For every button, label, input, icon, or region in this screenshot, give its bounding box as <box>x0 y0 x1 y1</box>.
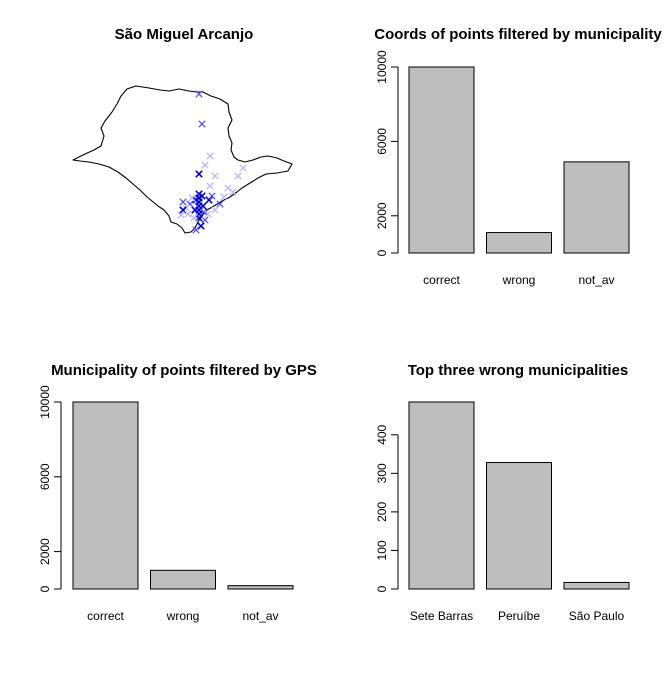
map-point <box>216 200 224 208</box>
bar <box>408 66 475 254</box>
map-panel: São Miguel Arcanjo <box>72 26 293 234</box>
map-point <box>195 170 203 178</box>
map-point <box>234 172 242 180</box>
y-tick-label: 2000 <box>38 538 52 565</box>
x-category-label: correct <box>87 609 124 623</box>
bar <box>563 581 630 590</box>
x-category-label: São Paulo <box>569 609 625 623</box>
map-point <box>195 90 203 98</box>
map-point <box>201 161 209 169</box>
map-point <box>201 216 209 224</box>
map-point <box>179 206 187 214</box>
map-point <box>220 193 228 201</box>
x-category-label: Peruíbe <box>498 609 540 623</box>
y-tick-label: 10000 <box>38 385 52 419</box>
map-point <box>200 208 208 216</box>
chart-title: Municipality of points filtered by GPS <box>51 362 317 379</box>
map-point <box>179 198 187 206</box>
y-tick-label: 10000 <box>375 50 389 84</box>
bar <box>408 401 475 590</box>
y-tick-label: 200 <box>375 502 389 522</box>
map-point <box>205 196 213 204</box>
map-point <box>206 182 214 190</box>
chart-title: Coords of points filtered by municipalit… <box>374 26 662 43</box>
bar-chart-panel: Top three wrong municipalities 0 100 200 300… <box>375 362 630 623</box>
x-category-label: wrong <box>502 273 536 287</box>
map-point <box>204 210 212 218</box>
state-outline <box>72 85 293 234</box>
y-tick-label: 2000 <box>375 202 389 229</box>
y-tick-label: 0 <box>38 585 52 592</box>
map-point <box>224 184 232 192</box>
bar <box>150 569 216 590</box>
bar-chart-panel: Coords of points filtered by municipalit… <box>374 26 662 287</box>
y-tick-label: 100 <box>375 540 389 560</box>
map-point <box>191 206 199 214</box>
y-tick-label: 0 <box>375 585 389 592</box>
map-point <box>199 202 207 210</box>
bar <box>72 401 139 590</box>
map-point <box>239 164 247 172</box>
x-category-label: not_av <box>578 273 614 287</box>
y-tick-label: 300 <box>375 463 389 483</box>
map-point <box>192 226 200 234</box>
map-point <box>198 120 206 128</box>
map-point <box>229 188 237 196</box>
bar <box>563 161 630 254</box>
chart-title: Top three wrong municipalities <box>408 362 629 379</box>
map-points <box>177 90 247 234</box>
map-point <box>206 152 214 160</box>
map-point <box>177 211 185 219</box>
y-tick-label: 6000 <box>375 128 389 155</box>
x-category-label: correct <box>423 273 460 287</box>
map-point <box>192 196 200 204</box>
map-point <box>211 172 219 180</box>
map-point <box>190 214 198 222</box>
y-tick-label: 400 <box>375 424 389 444</box>
map-point <box>184 210 192 218</box>
x-category-label: not_av <box>242 609 278 623</box>
map-point <box>188 194 196 202</box>
map-point <box>197 222 205 230</box>
bar <box>486 462 552 590</box>
map-title: São Miguel Arcanjo <box>115 26 254 43</box>
y-tick-label: 6000 <box>38 463 52 490</box>
y-tick-label: 0 <box>375 249 389 256</box>
map-point <box>208 192 216 200</box>
x-category-label: Sete Barras <box>410 609 473 623</box>
map-point <box>198 192 206 200</box>
bar <box>486 232 552 254</box>
bar <box>227 585 294 590</box>
map-point <box>211 206 219 214</box>
bar-chart-panel: Municipality of points filtered by GPS 0 2… <box>38 362 317 623</box>
x-category-label: wrong <box>166 609 200 623</box>
